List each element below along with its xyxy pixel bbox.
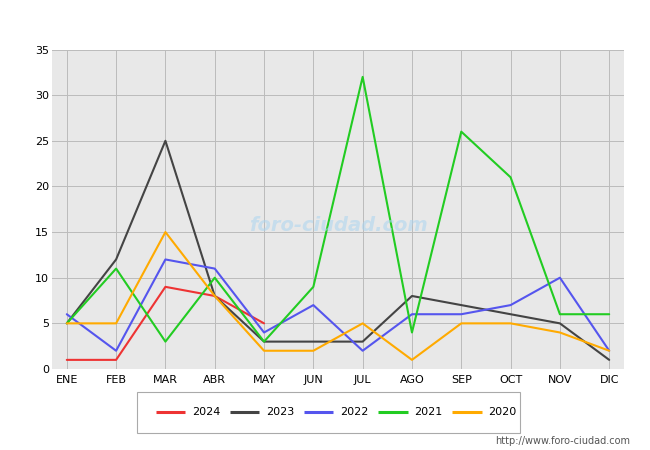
2024 (63, 357, 71, 363)
2024 (211, 293, 218, 299)
2022 (112, 348, 120, 353)
2023 (260, 339, 268, 344)
Text: Matriculaciones de Vehiculos en Mondéjar: Matriculaciones de Vehiculos en Mondéjar (151, 11, 499, 30)
Text: 2022: 2022 (340, 407, 369, 417)
2023 (605, 357, 613, 363)
Line: 2021: 2021 (67, 77, 609, 342)
2020 (359, 321, 367, 326)
2022 (507, 302, 515, 308)
2020 (211, 293, 218, 299)
2021 (359, 74, 367, 80)
2023 (161, 138, 169, 144)
2020 (63, 321, 71, 326)
2020 (605, 348, 613, 353)
2023 (359, 339, 367, 344)
2021 (408, 330, 416, 335)
2020 (309, 348, 317, 353)
2023 (211, 293, 218, 299)
2021 (112, 266, 120, 271)
Line: 2020: 2020 (67, 232, 609, 360)
2024 (112, 357, 120, 363)
2022 (556, 275, 564, 280)
Text: 2023: 2023 (266, 407, 294, 417)
2020 (458, 321, 465, 326)
2021 (260, 339, 268, 344)
2020 (507, 321, 515, 326)
2023 (112, 257, 120, 262)
Line: 2023: 2023 (67, 141, 609, 360)
2023 (309, 339, 317, 344)
2023 (408, 293, 416, 299)
2024 (260, 321, 268, 326)
2021 (605, 311, 613, 317)
2020 (161, 230, 169, 235)
FancyBboxPatch shape (136, 392, 520, 433)
2021 (458, 129, 465, 135)
2022 (309, 302, 317, 308)
2023 (458, 302, 465, 308)
Text: 2020: 2020 (488, 407, 516, 417)
2021 (211, 275, 218, 280)
2020 (260, 348, 268, 353)
Text: foro-ciudad.com: foro-ciudad.com (248, 216, 428, 235)
2021 (556, 311, 564, 317)
2022 (408, 311, 416, 317)
2022 (359, 348, 367, 353)
Line: 2022: 2022 (67, 260, 609, 351)
2021 (63, 321, 71, 326)
2022 (605, 348, 613, 353)
Text: 2021: 2021 (414, 407, 442, 417)
2022 (161, 257, 169, 262)
Line: 2024: 2024 (67, 287, 264, 360)
2023 (556, 321, 564, 326)
2021 (161, 339, 169, 344)
2023 (507, 311, 515, 317)
2021 (309, 284, 317, 289)
2020 (112, 321, 120, 326)
2022 (63, 311, 71, 317)
Text: 2024: 2024 (192, 407, 220, 417)
2022 (458, 311, 465, 317)
2022 (260, 330, 268, 335)
Text: http://www.foro-ciudad.com: http://www.foro-ciudad.com (495, 436, 630, 446)
2024 (161, 284, 169, 289)
2021 (507, 175, 515, 180)
2020 (556, 330, 564, 335)
2020 (408, 357, 416, 363)
2023 (63, 321, 71, 326)
2022 (211, 266, 218, 271)
